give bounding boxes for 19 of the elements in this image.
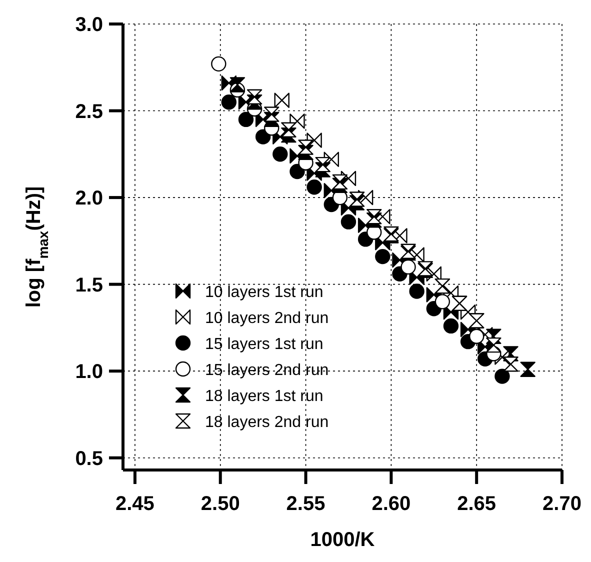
x-tick-label: 2.50	[200, 493, 240, 515]
y-tick-label: 2.5	[75, 100, 103, 123]
legend-label: 18 layers 1st run	[205, 388, 324, 405]
x-tick-label: 2.45	[115, 493, 154, 515]
y-tick-label: 2.0	[75, 188, 103, 210]
x-tick-label: 2.70	[542, 493, 582, 515]
y-tick-label: 1.5	[75, 274, 103, 296]
x-axis-title: 1000/K	[310, 529, 376, 551]
y-tick-label: 0.5	[75, 448, 103, 470]
y-tick-label: 3.0	[75, 14, 103, 36]
x-tick-label: 2.55	[286, 493, 326, 515]
legend-label: 15 layers 2nd run	[205, 362, 329, 379]
x-tick-label: 2.60	[372, 493, 411, 515]
legend-label: 18 layers 2nd run	[205, 414, 329, 431]
legend-label: 15 layers 1st run	[205, 336, 324, 353]
y-tick-label: 1.0	[75, 361, 103, 384]
x-tick-label: 2.65	[457, 493, 496, 515]
legend-label: 10 layers 1st run	[205, 284, 324, 301]
legend-label: 10 layers 2nd run	[205, 310, 329, 327]
